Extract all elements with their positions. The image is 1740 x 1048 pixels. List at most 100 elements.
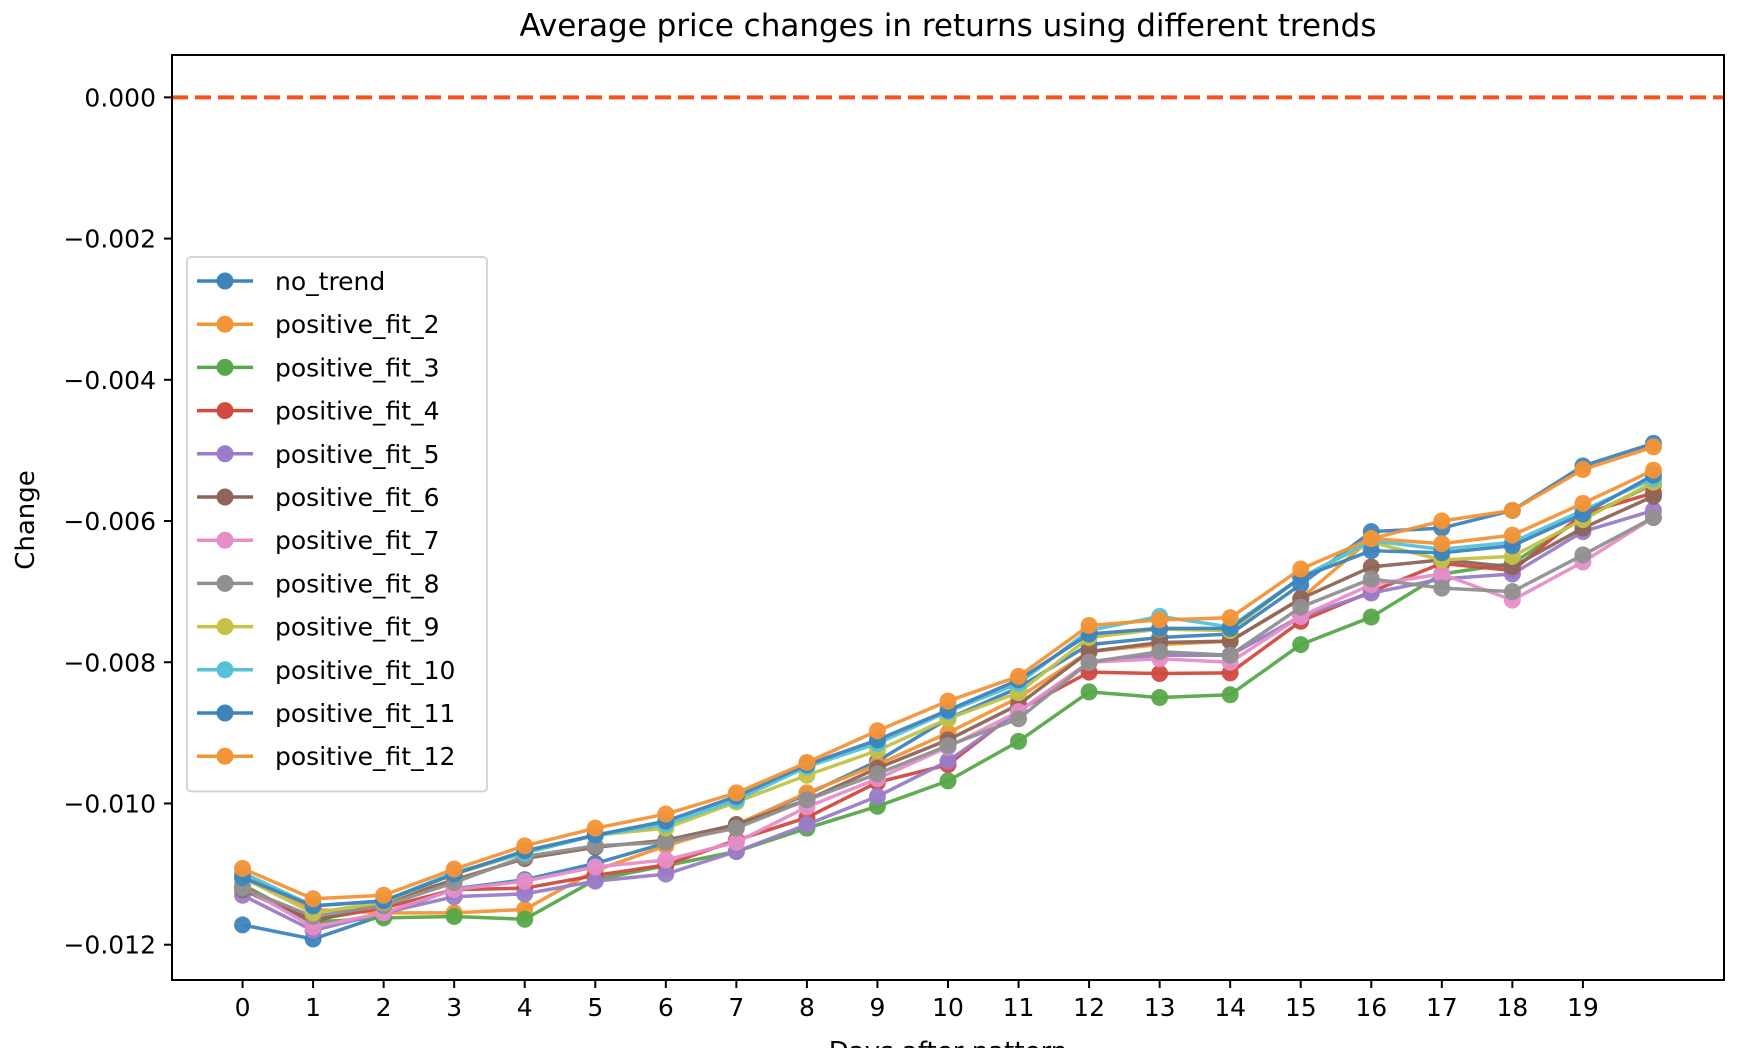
data-point-positive_fit_8 xyxy=(1433,579,1451,597)
legend-label: positive_fit_3 xyxy=(275,353,440,382)
plot-area xyxy=(172,95,1724,948)
data-point-positive_fit_12 xyxy=(939,692,957,710)
x-tick-label: 7 xyxy=(728,993,744,1022)
data-point-positive_fit_12 xyxy=(375,886,393,904)
legend-swatch-marker xyxy=(216,402,234,420)
legend-swatch-marker xyxy=(216,618,234,636)
y-tick-label: 0.000 xyxy=(84,83,156,112)
x-tick-label: 1 xyxy=(305,993,321,1022)
x-tick-label: 13 xyxy=(1144,993,1176,1022)
y-tick-label: −0.002 xyxy=(63,225,156,254)
x-tick-label: 2 xyxy=(376,993,392,1022)
data-point-positive_fit_8 xyxy=(1151,643,1169,661)
data-point-positive_fit_8 xyxy=(1362,570,1380,588)
data-point-positive_fit_8 xyxy=(1292,598,1310,616)
data-point-positive_fit_12 xyxy=(304,890,322,908)
y-tick-label: −0.010 xyxy=(63,789,156,818)
x-tick-label: 19 xyxy=(1567,993,1599,1022)
x-tick-label: 14 xyxy=(1214,993,1246,1022)
legend-label: positive_fit_12 xyxy=(275,742,455,771)
data-point-positive_fit_5 xyxy=(657,865,675,883)
data-point-positive_fit_12 xyxy=(1292,560,1310,578)
data-point-positive_fit_2 xyxy=(1503,501,1521,519)
data-point-positive_fit_12 xyxy=(1362,530,1380,548)
data-point-positive_fit_12 xyxy=(586,819,604,837)
data-point-positive_fit_7 xyxy=(586,858,604,876)
x-tick-label: 5 xyxy=(587,993,603,1022)
data-point-positive_fit_8 xyxy=(1080,653,1098,671)
data-point-positive_fit_7 xyxy=(657,851,675,869)
data-point-positive_fit_8 xyxy=(1221,646,1239,664)
x-tick-label: 8 xyxy=(799,993,815,1022)
x-tick-label: 12 xyxy=(1073,993,1105,1022)
data-point-positive_fit_12 xyxy=(1574,494,1592,512)
data-point-positive_fit_6 xyxy=(1644,487,1662,505)
data-point-positive_fit_12 xyxy=(1221,609,1239,627)
data-point-positive_fit_5 xyxy=(516,885,534,903)
data-point-positive_fit_2 xyxy=(1644,438,1662,456)
data-point-positive_fit_8 xyxy=(657,833,675,851)
legend-swatch-marker xyxy=(216,661,234,679)
data-point-positive_fit_12 xyxy=(516,837,534,855)
data-point-positive_fit_5 xyxy=(939,752,957,770)
legend-label: positive_fit_8 xyxy=(275,569,440,598)
data-point-positive_fit_8 xyxy=(727,819,745,837)
data-point-positive_fit_7 xyxy=(516,872,534,890)
data-point-positive_fit_12 xyxy=(868,722,886,740)
data-point-positive_fit_12 xyxy=(657,805,675,823)
y-tick-label: −0.006 xyxy=(63,507,156,536)
data-point-positive_fit_3 xyxy=(1080,683,1098,701)
data-point-positive_fit_8 xyxy=(868,765,886,783)
data-point-positive_fit_12 xyxy=(727,784,745,802)
data-point-positive_fit_3 xyxy=(1362,608,1380,626)
legend-swatch-marker xyxy=(216,445,234,463)
legend-swatch-marker xyxy=(216,272,234,290)
data-point-positive_fit_12 xyxy=(1644,461,1662,479)
data-point-positive_fit_3 xyxy=(1292,636,1310,654)
legend-swatch-marker xyxy=(216,747,234,765)
legend-swatch-marker xyxy=(216,488,234,506)
data-point-positive_fit_8 xyxy=(1010,710,1028,728)
legend-swatch-marker xyxy=(216,315,234,333)
data-point-positive_fit_8 xyxy=(1574,546,1592,564)
x-axis-label: Days after pattern xyxy=(829,1037,1067,1048)
legend-swatch-marker xyxy=(216,704,234,722)
data-point-positive_fit_8 xyxy=(1503,583,1521,601)
data-point-positive_fit_5 xyxy=(798,816,816,834)
data-point-positive_fit_12 xyxy=(798,754,816,772)
x-tick-label: 3 xyxy=(446,993,462,1022)
data-point-positive_fit_12 xyxy=(1080,617,1098,635)
x-tick-label: 9 xyxy=(870,993,886,1022)
legend-swatch-marker xyxy=(216,574,234,592)
x-tick-label: 4 xyxy=(517,993,533,1022)
legend-label: positive_fit_2 xyxy=(275,310,440,339)
x-tick-label: 18 xyxy=(1496,993,1528,1022)
x-tick-label: 17 xyxy=(1426,993,1458,1022)
legend-swatch-marker xyxy=(216,358,234,376)
legend-label: positive_fit_11 xyxy=(275,699,455,728)
legend-box xyxy=(186,256,488,793)
y-tick-label: −0.012 xyxy=(63,931,156,960)
data-point-positive_fit_3 xyxy=(516,910,534,928)
x-tick-label: 6 xyxy=(658,993,674,1022)
legend-label: positive_fit_5 xyxy=(275,440,440,469)
data-point-no_trend xyxy=(234,916,252,934)
data-point-positive_fit_12 xyxy=(1151,611,1169,629)
y-axis-label: Change xyxy=(11,470,41,570)
data-point-positive_fit_12 xyxy=(234,859,252,877)
x-tick-label: 16 xyxy=(1355,993,1387,1022)
legend-label: no_trend xyxy=(275,267,385,296)
data-point-positive_fit_5 xyxy=(586,872,604,890)
data-point-positive_fit_6 xyxy=(1362,558,1380,576)
data-point-positive_fit_7 xyxy=(1433,565,1451,583)
legend-label: positive_fit_9 xyxy=(275,613,440,642)
data-point-positive_fit_4 xyxy=(1151,665,1169,683)
legend-swatch-marker xyxy=(216,531,234,549)
legend-label: positive_fit_4 xyxy=(275,397,440,426)
data-point-positive_fit_12 xyxy=(1433,535,1451,553)
data-point-positive_fit_7 xyxy=(727,833,745,851)
data-point-positive_fit_11 xyxy=(1362,542,1380,560)
data-point-positive_fit_5 xyxy=(868,787,886,805)
data-point-positive_fit_8 xyxy=(1644,509,1662,526)
